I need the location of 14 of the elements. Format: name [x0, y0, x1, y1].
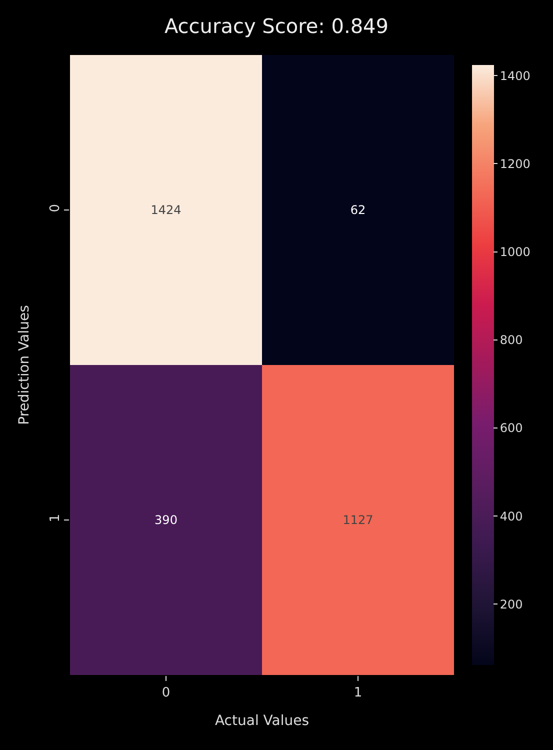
- color-bar-label: 1400: [500, 68, 530, 83]
- y-axis-title: Prediction Values: [16, 305, 32, 425]
- color-bar-label: 200: [500, 597, 523, 612]
- color-bar-label: 1200: [500, 156, 530, 171]
- color-bar-label: 600: [500, 421, 523, 436]
- data-label: 1424: [150, 203, 182, 218]
- color-bar-label: 800: [500, 333, 523, 348]
- chart-title: Accuracy Score: 0.849: [164, 14, 389, 38]
- x-axis-title: Actual Values: [214, 712, 310, 729]
- data-label: 1127: [342, 513, 374, 528]
- data-label: 390: [154, 513, 178, 528]
- data-label: 62: [350, 203, 366, 218]
- color-bar-label: 1000: [500, 244, 530, 259]
- color-bar-label: 400: [500, 509, 523, 524]
